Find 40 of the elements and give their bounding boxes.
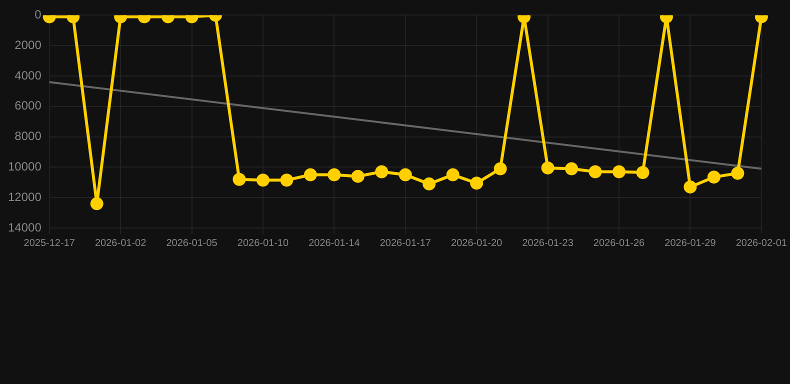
point [90,197,104,210]
y-tick-label: 14000 [8,220,42,234]
point [232,172,246,186]
x-tick-label: 2026-02-01 [736,238,788,249]
point [541,161,554,174]
point [636,166,650,180]
y-tick-label: 0 [34,8,42,22]
x-tick-label: 2026-01-10 [237,238,289,249]
point [588,165,602,178]
point [565,162,578,176]
point [304,168,317,182]
y-tick-label: 12000 [8,190,42,204]
point [422,177,436,190]
x-tick-label: 2026-01-20 [451,238,503,249]
x-tick-label: 2026-01-17 [380,238,432,249]
point [446,168,460,182]
y-tick-label: 6000 [14,98,42,113]
point [470,176,484,190]
y-tick-label: 2000 [14,38,42,52]
point [351,170,364,183]
x-tick-label: 2026-01-02 [94,238,147,249]
x-tick-label: 2026-01-26 [593,238,646,249]
x-tick-label: 2026-01-23 [522,238,574,249]
point [398,168,412,182]
point [256,174,270,187]
point [612,165,626,178]
x-tick-label: 2025-12-17 [24,238,76,249]
point [375,165,388,178]
y-tick-label: 8000 [14,129,42,144]
point [494,162,507,176]
point [684,180,697,194]
y-tick-label: 4000 [14,68,42,82]
x-tick-label: 2026-01-05 [166,238,218,249]
point [280,174,294,187]
point [707,170,720,184]
x-tick-label: 2026-01-29 [664,238,716,249]
point [328,168,341,182]
y-tick-label: 10000 [8,160,42,174]
point [731,166,744,180]
x-tick-label: 2026-01-14 [308,238,360,249]
